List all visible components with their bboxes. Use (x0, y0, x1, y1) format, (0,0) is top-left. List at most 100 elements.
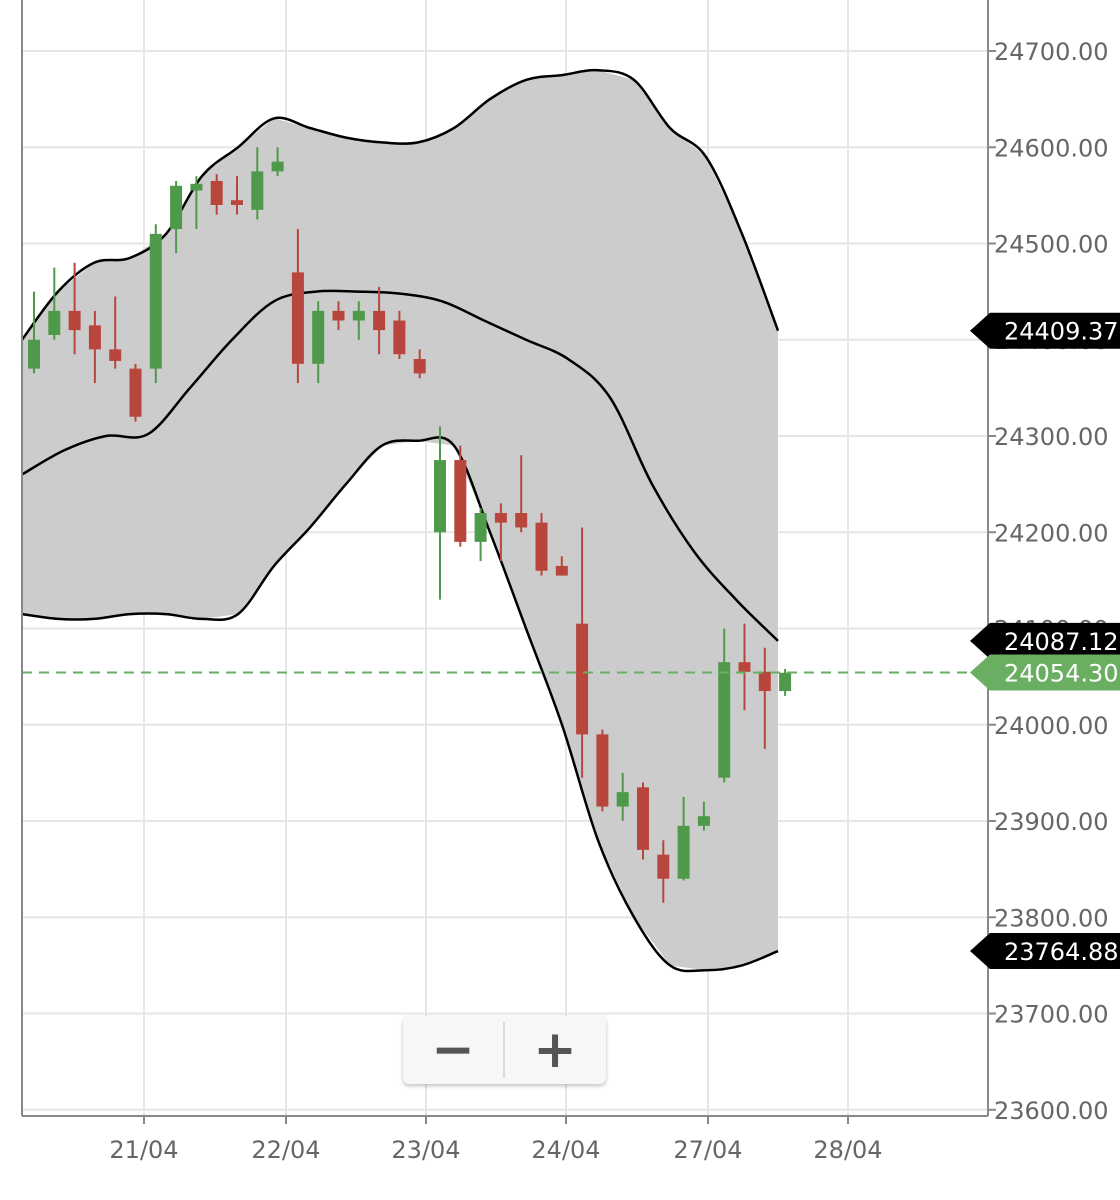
candle-body (352, 310, 365, 321)
candle-body (738, 662, 751, 672)
candle-body (190, 183, 203, 191)
candle-body (48, 310, 61, 335)
candle (596, 729, 609, 812)
candle-body (149, 233, 162, 369)
lower-band-line (21, 436, 779, 973)
price-tag-shape (970, 654, 1120, 691)
candle (68, 262, 81, 355)
candle (332, 301, 345, 331)
candle-body (454, 460, 467, 542)
y-tick-label: 24300.00 (994, 423, 1109, 451)
price-tag-label: 24087.12 (1004, 628, 1119, 656)
price-tag: 24087.12 (970, 622, 1120, 659)
candles (28, 147, 792, 903)
candle-body (109, 349, 122, 361)
candle-body (312, 310, 325, 364)
x-tick-label: 28/04 (813, 1136, 882, 1164)
candle (170, 180, 183, 254)
candle-body (779, 672, 792, 692)
x-tick-label: 23/04 (391, 1136, 460, 1164)
candle-body (291, 272, 304, 364)
y-tick-label: 23800.00 (994, 904, 1109, 932)
candle (454, 445, 467, 547)
price-tag: 24409.37 (970, 312, 1120, 349)
candle-body (515, 513, 528, 528)
candle (190, 176, 203, 230)
y-tick-label: 24200.00 (994, 519, 1109, 547)
candle-body (494, 513, 507, 523)
candle-body (758, 671, 771, 692)
y-tick-label: 23700.00 (994, 1001, 1109, 1029)
bollinger-band-area (22, 70, 778, 971)
candle (637, 782, 649, 860)
x-tick-label: 22/04 (251, 1136, 320, 1164)
candle (758, 647, 771, 749)
y-tick-label: 24700.00 (994, 38, 1109, 66)
candle-body (170, 185, 183, 230)
candle (535, 513, 548, 576)
candle (718, 628, 731, 783)
candle (48, 267, 61, 340)
candle-body (697, 816, 710, 826)
candle (210, 174, 223, 215)
candle-body (413, 359, 426, 374)
candle (616, 772, 629, 821)
candle (515, 455, 528, 533)
candle-body (129, 368, 142, 417)
candle (271, 147, 284, 177)
zoom-separator (503, 1022, 505, 1078)
candle (312, 301, 325, 384)
price-tag: 24054.30 (970, 654, 1120, 691)
candle-body (535, 522, 548, 571)
y-tick-label: 23600.00 (994, 1097, 1109, 1125)
candle (28, 291, 40, 374)
x-tick-label: 24/04 (531, 1136, 600, 1164)
candle (291, 229, 304, 384)
candle (251, 147, 264, 220)
candle (393, 310, 406, 359)
price-tag-shape (970, 312, 1120, 349)
candle (779, 668, 792, 696)
candle-body (68, 310, 81, 331)
candle-body (271, 161, 284, 172)
candle-body (28, 339, 40, 369)
candle (677, 796, 690, 881)
price-tag-shape (970, 622, 1120, 659)
candle-body (332, 310, 345, 321)
candle-body (576, 623, 589, 735)
candle (494, 503, 507, 562)
price-tag-label: 23764.88 (1004, 938, 1119, 966)
candle (88, 310, 101, 384)
candle-body (657, 854, 670, 879)
candle-body (677, 825, 690, 879)
y-tick-label: 23900.00 (994, 808, 1109, 836)
candle (373, 286, 386, 355)
candle-body (251, 171, 264, 210)
candle-body (373, 310, 386, 331)
candle (352, 301, 365, 340)
candle-body (210, 180, 223, 205)
zoom-in-button[interactable]: + (533, 1020, 577, 1080)
price-tag-label: 24409.37 (1004, 318, 1119, 346)
candle-body (596, 734, 609, 807)
y-tick-label: 24500.00 (994, 231, 1109, 259)
zoom-controls: − + (403, 1016, 606, 1084)
price-tag: 23764.88 (970, 933, 1120, 970)
candle (555, 556, 568, 576)
zoom-out-button[interactable]: − (431, 1020, 475, 1080)
candle (413, 349, 426, 379)
candle-body (555, 565, 568, 576)
candle-body (393, 320, 406, 355)
candle-body (434, 460, 446, 533)
candle (576, 527, 589, 778)
x-tick-label: 27/04 (673, 1136, 742, 1164)
candle-body (616, 792, 629, 807)
price-tag-shape (970, 933, 1120, 970)
candle-body (231, 200, 243, 205)
y-tick-label: 24000.00 (994, 712, 1109, 740)
candle (738, 623, 751, 711)
candle (129, 363, 142, 422)
middle-band-line (21, 289, 779, 642)
x-tick-label: 21/04 (109, 1136, 178, 1164)
